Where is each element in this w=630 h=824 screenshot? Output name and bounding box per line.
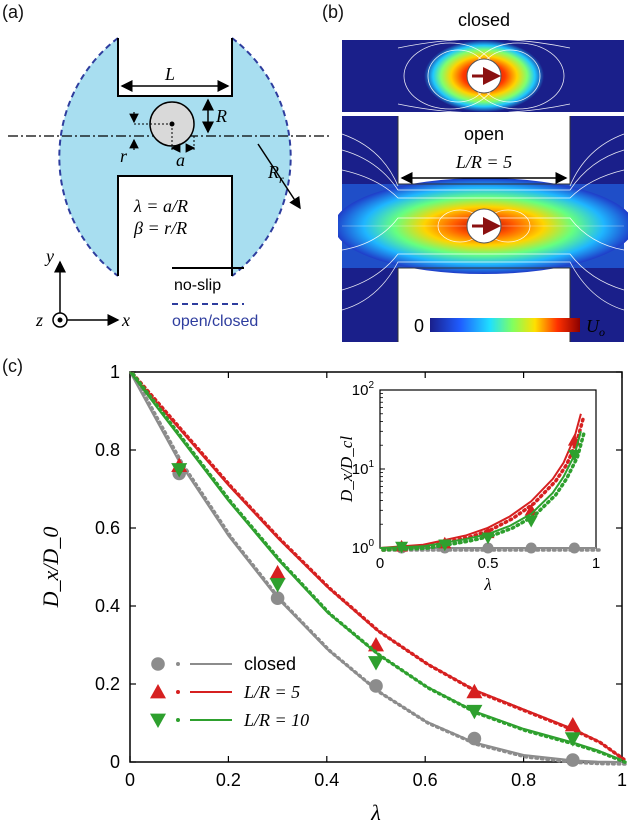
closed-label: closed <box>458 10 510 30</box>
wall-top <box>117 38 233 97</box>
main-point <box>368 656 384 671</box>
main-point <box>466 683 483 699</box>
x-tick-label: 0.4 <box>314 770 339 790</box>
y-tick-label: 0.4 <box>95 596 120 616</box>
inset-x-tick-label: 1 <box>592 555 600 572</box>
lambda-definition: λ = a/R <box>133 196 188 216</box>
axis-label-y: y <box>44 246 54 266</box>
legend-label: L/R = 10 <box>243 710 309 730</box>
inset-x-tick-label: 0.5 <box>478 555 499 572</box>
axis-label-x: x <box>121 310 130 330</box>
main-point <box>564 732 581 747</box>
panel-label-b: (b) <box>322 2 344 22</box>
label-R: R <box>215 106 227 126</box>
main-point <box>269 564 286 580</box>
inset-x-tick-label: 0 <box>376 555 384 572</box>
legend-label: L/R = 5 <box>243 682 300 702</box>
main-sim-dots-2 <box>131 372 627 764</box>
panel-label-a: (a) <box>2 2 24 22</box>
label-Rr: Rr <box>267 162 284 186</box>
open-boundary-left <box>58 37 119 277</box>
y-axis-label: D_x/D_0 <box>38 527 63 609</box>
main-point <box>566 753 580 767</box>
colorbar-min-label: 0 <box>414 316 424 336</box>
diffusion-chart: 0 0.2 0.4 0.6 0.8 1 0 0.2 0.4 0.6 0.8 1 λ D_x/D_0 clo… <box>38 362 627 824</box>
panel-label-c: (c) <box>2 356 23 376</box>
x-tick-label: 1 <box>617 770 627 790</box>
inset-point <box>568 542 580 554</box>
inset-y-tick-label: 100 <box>352 538 375 557</box>
y-tick-label: 0.6 <box>95 518 120 538</box>
axis-label-z: z <box>35 310 43 330</box>
inset-point <box>567 449 581 462</box>
main-point <box>269 578 286 593</box>
colorbar-max-label: Uo <box>586 316 605 339</box>
wall-bottom <box>117 175 233 276</box>
legend-marker <box>150 684 166 699</box>
y-tick-label: 0.8 <box>95 440 120 460</box>
y-tick-label: 1 <box>110 362 120 382</box>
legend-label: closed <box>244 654 296 674</box>
main-point <box>564 716 581 732</box>
main-point <box>467 731 482 746</box>
beta-definition: β = r/R <box>133 218 187 238</box>
x-tick-label: 0.6 <box>413 770 438 790</box>
open-boundary-right <box>231 37 292 277</box>
y-tick-label: 0 <box>110 752 120 772</box>
inset-point <box>481 532 495 545</box>
legend-marker <box>150 713 166 728</box>
inset-point <box>438 539 452 552</box>
main-sim-dots-0 <box>131 372 627 766</box>
main-point <box>270 591 285 605</box>
reservoir-radius-arrow <box>257 143 301 210</box>
main-point <box>369 679 383 693</box>
inset-y-tick-label: 102 <box>352 380 375 399</box>
inset-point <box>482 542 494 554</box>
main-point <box>466 704 483 720</box>
x-tick-label: 0.2 <box>216 770 241 790</box>
inset-point <box>524 515 538 528</box>
x-tick-label: 0 <box>125 770 135 790</box>
colorbar <box>430 318 580 332</box>
inset-point <box>524 503 538 516</box>
y-tick-label: 0.2 <box>95 674 120 694</box>
main-point <box>171 463 188 478</box>
schematic-panel: L R r a Rr λ = a/R β = r/R y x z no-slip… <box>8 37 330 330</box>
legend-open-label: open/closed <box>172 313 258 330</box>
inset-point <box>395 541 409 554</box>
label-a: a <box>176 150 185 170</box>
plot-frame <box>129 371 623 763</box>
legend-noslip-label: no-slip <box>174 277 221 294</box>
open-label: open <box>464 124 504 144</box>
inset-y-tick-label: 101 <box>352 459 375 478</box>
flowfield-panel: closed open L/R = 5 0 Uo <box>338 10 628 342</box>
legend-marker <box>151 657 165 671</box>
x-axis-label: λ <box>370 800 381 824</box>
inset-y-axis-label: D_x/D_cl <box>337 436 356 503</box>
inset-point <box>525 542 537 554</box>
LR-label: L/R = 5 <box>455 152 512 172</box>
inset-x-axis-label: λ <box>483 575 491 594</box>
label-r: r <box>120 146 128 166</box>
x-tick-label: 0.8 <box>511 770 536 790</box>
label-L: L <box>164 64 175 84</box>
